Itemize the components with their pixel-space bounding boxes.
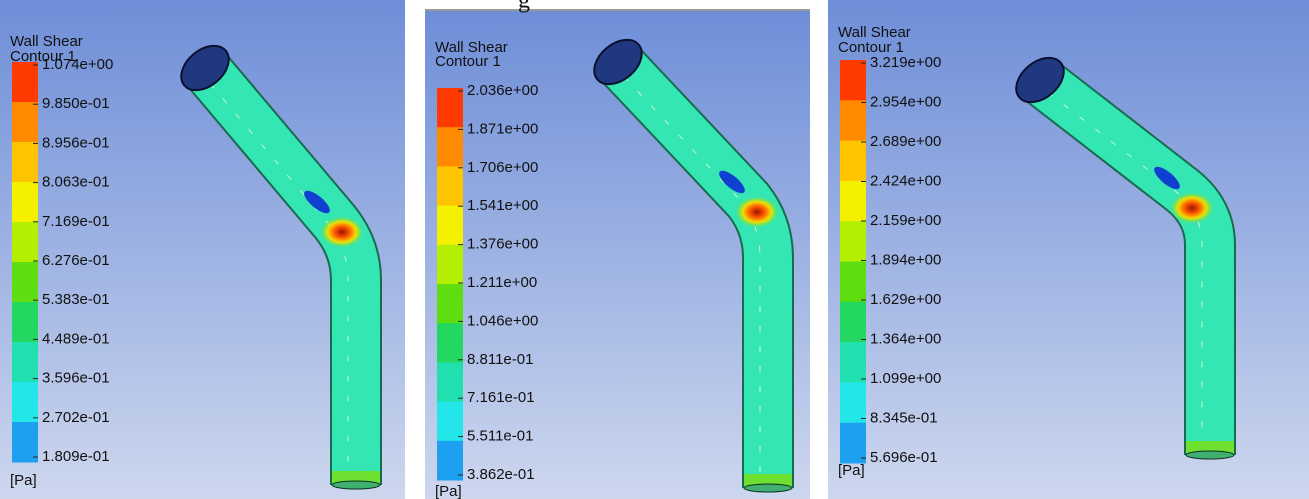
pipe-outlet [744, 484, 792, 492]
high-shear-zone [1170, 192, 1214, 224]
color-band [12, 262, 38, 303]
legend-label: 2.424e+00 [870, 172, 941, 189]
color-band [840, 141, 866, 182]
legend-label: 3.862e-01 [467, 466, 535, 483]
legend-label: 1.871e+00 [467, 120, 538, 137]
legend-label: 8.063e-01 [42, 174, 110, 191]
legend-label: 1.074e+00 [42, 56, 113, 73]
legend-label: 3.596e-01 [42, 370, 110, 387]
legend-label: 1.809e-01 [42, 448, 110, 465]
color-band [12, 102, 38, 143]
color-band [437, 127, 463, 167]
color-band [12, 422, 38, 463]
legend-label: 7.169e-01 [42, 213, 110, 230]
legend-label: 2.036e+00 [467, 82, 538, 99]
color-band [12, 142, 38, 183]
legend-label: 1.541e+00 [467, 197, 538, 214]
legend-label: 9.850e-01 [42, 95, 110, 112]
legend-title: Contour 1 [435, 53, 501, 70]
pipe-outlet [332, 481, 380, 489]
color-band [840, 181, 866, 222]
legend-label: 2.689e+00 [870, 133, 941, 150]
high-shear-zone [320, 216, 364, 248]
legend-label: 1.629e+00 [870, 291, 941, 308]
caption-fragment: g [518, 0, 530, 14]
legend-label: 5.511e-01 [467, 428, 533, 445]
color-band [437, 206, 463, 246]
color-band [840, 221, 866, 262]
legend-label: 1.099e+00 [870, 370, 941, 387]
color-band [12, 342, 38, 383]
unit-label: [Pa] [838, 462, 865, 479]
legend-label: 5.383e-01 [42, 291, 110, 308]
color-band [840, 382, 866, 423]
color-band [840, 423, 866, 464]
pipe-outlet [1186, 451, 1234, 459]
color-band [12, 382, 38, 423]
color-band [12, 302, 38, 343]
legend-label: 1.376e+00 [467, 236, 538, 253]
color-band [437, 284, 463, 324]
color-band [437, 402, 463, 442]
legend-label: 1.046e+00 [467, 312, 538, 329]
legend-label: 6.276e-01 [42, 252, 110, 269]
legend-label: 1.706e+00 [467, 159, 538, 176]
color-band [840, 100, 866, 141]
color-band [437, 88, 463, 128]
legend-label: 2.702e-01 [42, 409, 110, 426]
legend-label: 5.696e-01 [870, 449, 938, 466]
color-band [437, 362, 463, 402]
unit-label: [Pa] [10, 472, 37, 489]
legend-label: 8.345e-01 [870, 409, 938, 426]
legend-label: 7.161e-01 [467, 389, 535, 406]
color-band [437, 323, 463, 363]
color-band [437, 166, 463, 206]
legend-label: 1.364e+00 [870, 330, 941, 347]
legend-label: 4.489e-01 [42, 330, 110, 347]
high-shear-zone [735, 196, 779, 228]
color-band [12, 62, 38, 103]
color-band [437, 245, 463, 285]
legend-label: 2.159e+00 [870, 212, 941, 229]
legend-label: 2.954e+00 [870, 93, 941, 110]
legend-label: 1.211e+00 [467, 274, 537, 291]
legend-label: 1.894e+00 [870, 251, 941, 268]
figure: Wall ShearContour 11.074e+009.850e-018.9… [0, 0, 1309, 499]
color-band [12, 182, 38, 223]
legend-label: 8.811e-01 [467, 351, 533, 368]
unit-label: [Pa] [435, 483, 462, 499]
color-band [840, 342, 866, 383]
color-band [840, 302, 866, 343]
color-band [840, 262, 866, 303]
color-band [12, 222, 38, 263]
legend-label: 3.219e+00 [870, 54, 941, 71]
color-band [840, 60, 866, 101]
legend-label: 8.956e-01 [42, 134, 110, 151]
